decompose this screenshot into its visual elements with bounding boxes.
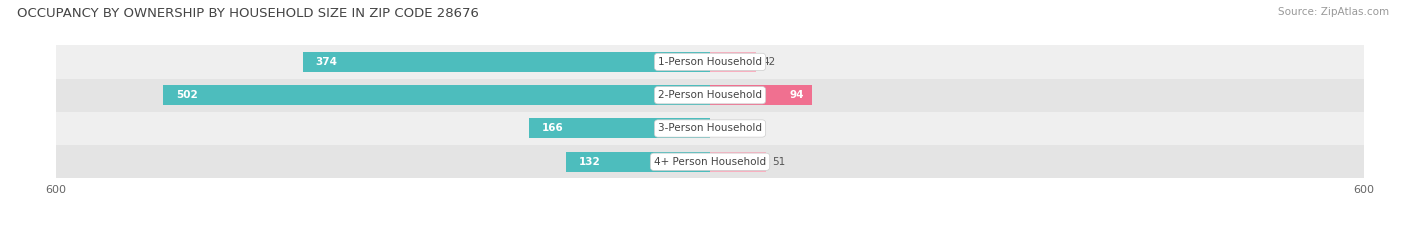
Bar	[302, 52, 710, 72]
Text: 94: 94	[789, 90, 804, 100]
Text: 4+ Person Household: 4+ Person Household	[654, 157, 766, 167]
Text: 2-Person Household: 2-Person Household	[658, 90, 762, 100]
Bar	[56, 145, 1364, 178]
Bar	[710, 152, 766, 172]
Bar	[710, 52, 756, 72]
Text: 166: 166	[543, 123, 564, 134]
Text: 51: 51	[772, 157, 786, 167]
Text: 3-Person Household: 3-Person Household	[658, 123, 762, 134]
Bar	[56, 112, 1364, 145]
Bar	[529, 119, 710, 138]
Bar	[163, 85, 710, 105]
Text: 42: 42	[762, 57, 776, 67]
Text: 1-Person Household: 1-Person Household	[658, 57, 762, 67]
Text: Source: ZipAtlas.com: Source: ZipAtlas.com	[1278, 7, 1389, 17]
Text: 502: 502	[176, 90, 198, 100]
Bar	[710, 85, 813, 105]
Bar	[567, 152, 710, 172]
Text: OCCUPANCY BY OWNERSHIP BY HOUSEHOLD SIZE IN ZIP CODE 28676: OCCUPANCY BY OWNERSHIP BY HOUSEHOLD SIZE…	[17, 7, 479, 20]
Bar	[56, 79, 1364, 112]
Text: 374: 374	[315, 57, 337, 67]
Text: 132: 132	[579, 157, 600, 167]
Text: 0: 0	[717, 123, 723, 134]
Bar	[56, 45, 1364, 79]
